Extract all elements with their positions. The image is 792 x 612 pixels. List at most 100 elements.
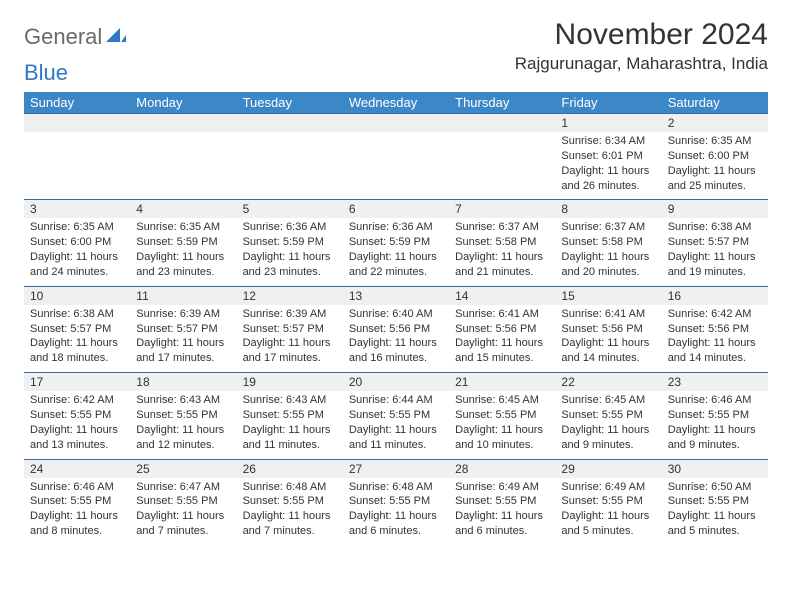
detail-row: Sunrise: 6:35 AM Sunset: 6:00 PM Daylight:… (24, 218, 768, 286)
day-details: Sunrise: 6:42 AMSunset: 5:56 PMDaylight:… (662, 305, 768, 373)
day-details: Sunrise: 6:38 AMSunset: 5:57 PMDaylight:… (662, 218, 768, 286)
day-number: 7 (449, 200, 555, 219)
day-number (449, 114, 555, 133)
day-details: Sunrise: 6:48 AMSunset: 5:55 PMDaylight:… (237, 478, 343, 545)
sunrise-text: Sunrise: 6:36 AM (349, 220, 443, 235)
daylight-text: Daylight: 11 hours and 13 minutes. (30, 423, 124, 453)
daylight-text: Daylight: 11 hours and 14 minutes. (561, 336, 655, 366)
day-number: 17 (24, 373, 130, 392)
daylight-text: Daylight: 11 hours and 17 minutes. (136, 336, 230, 366)
sunset-text: Sunset: 5:55 PM (136, 408, 230, 423)
daylight-text: Daylight: 11 hours and 23 minutes. (243, 250, 337, 280)
day-details: Sunrise: 6:37 AMSunset: 5:58 PMDaylight:… (555, 218, 661, 286)
day-details: Sunrise: 6:43 AMSunset: 5:55 PMDaylight:… (130, 391, 236, 459)
sunset-text: Sunset: 5:57 PM (136, 322, 230, 337)
day-details: Sunrise: 6:35 AMSunset: 6:00 PMDaylight:… (24, 218, 130, 286)
sunrise-text: Sunrise: 6:37 AM (561, 220, 655, 235)
daylight-text: Daylight: 11 hours and 26 minutes. (561, 164, 655, 194)
day-details: Sunrise: 6:37 AMSunset: 5:58 PMDaylight:… (449, 218, 555, 286)
detail-row: Sunrise: 6:38 AMSunset: 5:57 PMDaylight:… (24, 305, 768, 373)
daylight-text: Daylight: 11 hours and 18 minutes. (30, 336, 124, 366)
sunset-text: Sunset: 5:56 PM (561, 322, 655, 337)
day-details: Sunrise: 6:39 AMSunset: 5:57 PMDaylight:… (130, 305, 236, 373)
sunrise-text: Sunrise: 6:42 AM (30, 393, 124, 408)
sunset-text: Sunset: 5:55 PM (349, 408, 443, 423)
day-number: 1 (555, 114, 661, 133)
day-number: 5 (237, 200, 343, 219)
day-details: Sunrise: 6:49 AMSunset: 5:55 PMDaylight:… (449, 478, 555, 545)
sunset-text: Sunset: 5:59 PM (243, 235, 337, 250)
sunset-text: Sunset: 5:55 PM (30, 408, 124, 423)
logo-text-gray: General (24, 24, 102, 50)
day-number: 10 (24, 286, 130, 305)
day-number: 28 (449, 459, 555, 478)
day-number: 14 (449, 286, 555, 305)
day-details (130, 132, 236, 200)
day-header: Monday (130, 92, 236, 114)
detail-row: Sunrise: 6:46 AMSunset: 5:55 PMDaylight:… (24, 478, 768, 545)
day-details: Sunrise: 6:47 AMSunset: 5:55 PMDaylight:… (130, 478, 236, 545)
daylight-text: Daylight: 11 hours and 10 minutes. (455, 423, 549, 453)
sunset-text: Sunset: 5:58 PM (455, 235, 549, 250)
day-number: 24 (24, 459, 130, 478)
sunrise-text: Sunrise: 6:42 AM (668, 307, 762, 322)
sunrise-text: Sunrise: 6:46 AM (30, 480, 124, 495)
logo: General (24, 24, 128, 50)
day-number: 2 (662, 114, 768, 133)
day-details: Sunrise: 6:34 AMSunset: 6:01 PMDaylight:… (555, 132, 661, 200)
day-details: Sunrise: 6:42 AMSunset: 5:55 PMDaylight:… (24, 391, 130, 459)
day-number: 29 (555, 459, 661, 478)
sunrise-text: Sunrise: 6:43 AM (243, 393, 337, 408)
day-number: 3 (24, 200, 130, 219)
sunrise-text: Sunrise: 6:38 AM (668, 220, 762, 235)
sunset-text: Sunset: 5:57 PM (243, 322, 337, 337)
sunset-text: Sunset: 5:57 PM (30, 322, 124, 337)
day-details: Sunrise: 6:38 AMSunset: 5:57 PMDaylight:… (24, 305, 130, 373)
daylight-text: Daylight: 11 hours and 25 minutes. (668, 164, 762, 194)
day-details: Sunrise: 6:48 AMSunset: 5:55 PMDaylight:… (343, 478, 449, 545)
sunset-text: Sunset: 5:55 PM (30, 494, 124, 509)
day-details: Sunrise: 6:35 AMSunset: 6:00 PMDaylight:… (662, 132, 768, 200)
daylight-text: Daylight: 11 hours and 16 minutes. (349, 336, 443, 366)
day-number: 16 (662, 286, 768, 305)
logo-text-blue: Blue (24, 60, 68, 86)
daylight-text: Daylight: 11 hours and 22 minutes. (349, 250, 443, 280)
sunset-text: Sunset: 5:55 PM (668, 494, 762, 509)
sunset-text: Sunset: 5:56 PM (668, 322, 762, 337)
sunset-text: Sunset: 5:55 PM (243, 494, 337, 509)
daylight-text: Daylight: 11 hours and 9 minutes. (668, 423, 762, 453)
sunrise-text: Sunrise: 6:43 AM (136, 393, 230, 408)
daylight-text: Daylight: 11 hours and 12 minutes. (136, 423, 230, 453)
sunrise-text: Sunrise: 6:49 AM (455, 480, 549, 495)
day-details: Sunrise: 6:44 AMSunset: 5:55 PMDaylight:… (343, 391, 449, 459)
daylight-text: Daylight: 11 hours and 11 minutes. (243, 423, 337, 453)
daylight-text: Daylight: 11 hours and 19 minutes. (668, 250, 762, 280)
day-details: Sunrise: 6:36 AMSunset: 5:59 PMDaylight:… (343, 218, 449, 286)
sunrise-text: Sunrise: 6:45 AM (455, 393, 549, 408)
day-details: Sunrise: 6:41 AMSunset: 5:56 PMDaylight:… (555, 305, 661, 373)
day-details: Sunrise: 6:36 AMSunset: 5:59 PMDaylight:… (237, 218, 343, 286)
daylight-text: Daylight: 11 hours and 7 minutes. (243, 509, 337, 539)
logo-sail-icon (106, 26, 126, 49)
day-details: Sunrise: 6:46 AMSunset: 5:55 PMDaylight:… (662, 391, 768, 459)
day-number: 6 (343, 200, 449, 219)
day-number: 19 (237, 373, 343, 392)
daylight-text: Daylight: 11 hours and 9 minutes. (561, 423, 655, 453)
day-number: 8 (555, 200, 661, 219)
sunrise-text: Sunrise: 6:37 AM (455, 220, 549, 235)
day-header: Saturday (662, 92, 768, 114)
daylight-text: Daylight: 11 hours and 20 minutes. (561, 250, 655, 280)
location: Rajgurunagar, Maharashtra, India (515, 54, 768, 74)
day-details (343, 132, 449, 200)
day-header: Sunday (24, 92, 130, 114)
sunset-text: Sunset: 6:00 PM (30, 235, 124, 250)
daynum-row: 17181920212223 (24, 373, 768, 392)
sunrise-text: Sunrise: 6:36 AM (243, 220, 337, 235)
sunrise-text: Sunrise: 6:35 AM (136, 220, 230, 235)
sunrise-text: Sunrise: 6:44 AM (349, 393, 443, 408)
sunset-text: Sunset: 6:01 PM (561, 149, 655, 164)
day-details: Sunrise: 6:39 AMSunset: 5:57 PMDaylight:… (237, 305, 343, 373)
sunset-text: Sunset: 5:55 PM (455, 494, 549, 509)
detail-row: Sunrise: 6:34 AMSunset: 6:01 PMDaylight:… (24, 132, 768, 200)
day-details: Sunrise: 6:46 AMSunset: 5:55 PMDaylight:… (24, 478, 130, 545)
